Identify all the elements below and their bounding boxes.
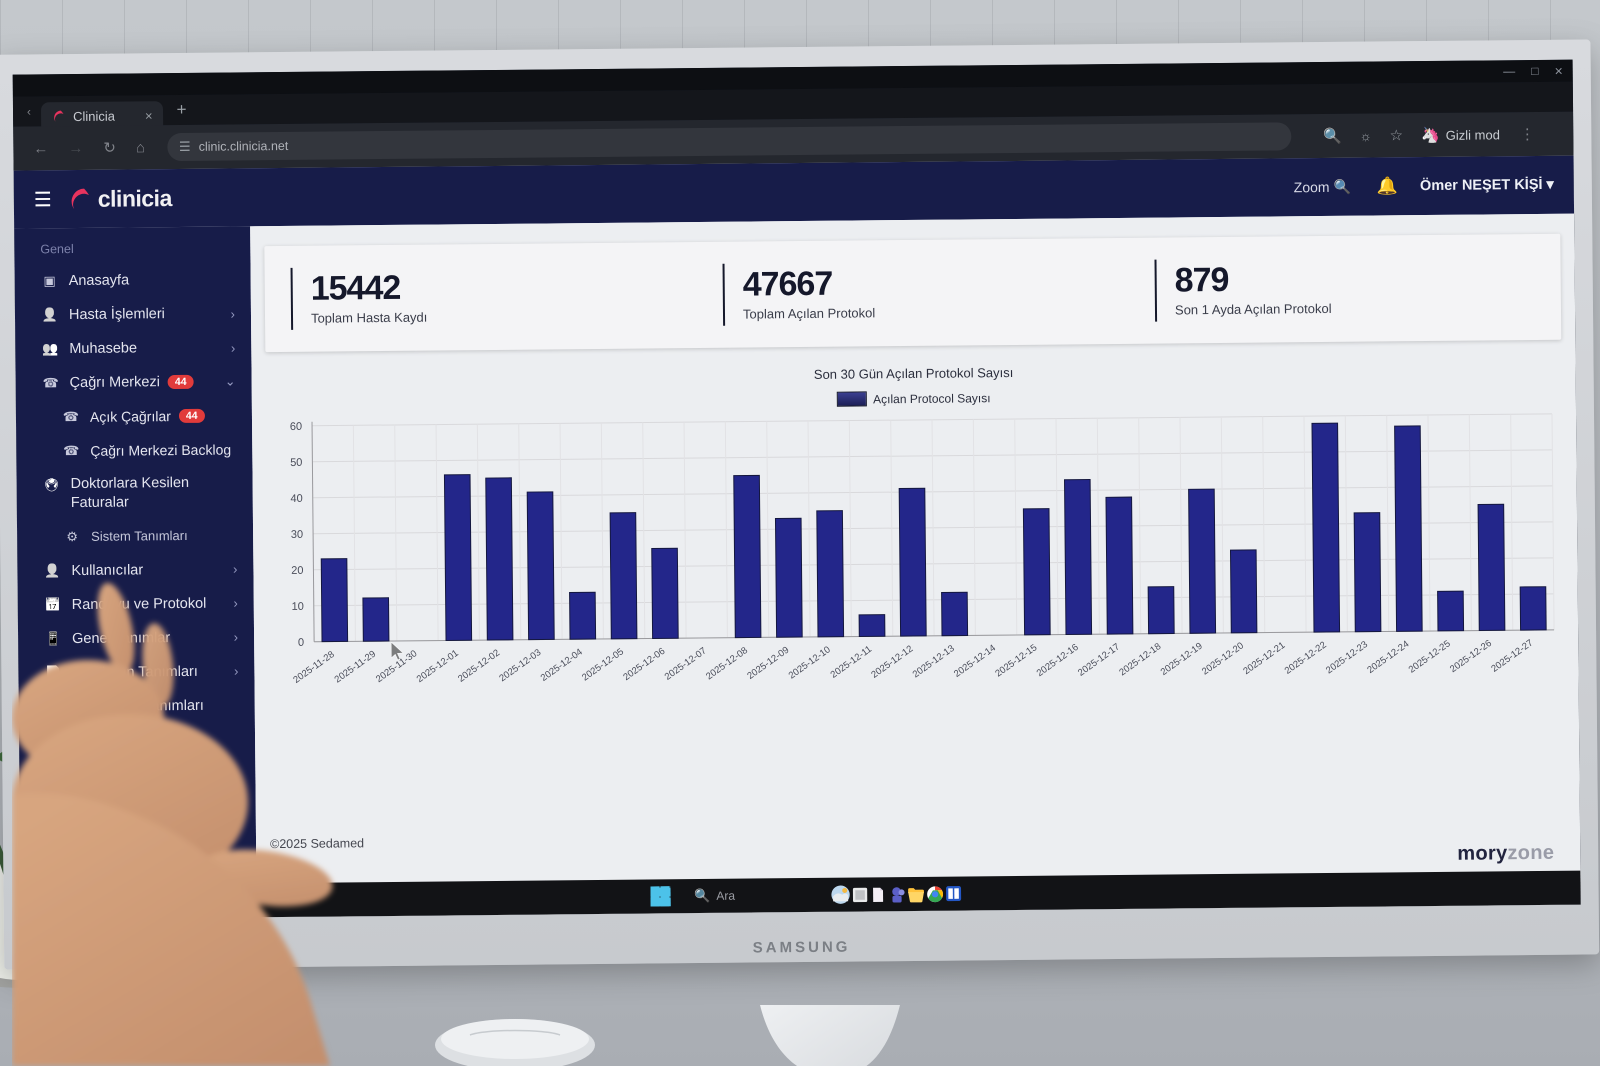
svg-text:2025-12-10: 2025-12-10 bbox=[787, 644, 833, 681]
svg-text:2025-11-28: 2025-11-28 bbox=[291, 649, 336, 686]
svg-text:2025-12-19: 2025-12-19 bbox=[1159, 641, 1205, 678]
svg-text:2025-12-05: 2025-12-05 bbox=[580, 646, 626, 683]
svg-text:2025-12-23: 2025-12-23 bbox=[1324, 639, 1370, 676]
svg-text:2025-12-17: 2025-12-17 bbox=[1076, 641, 1122, 678]
svg-text:2025-12-08: 2025-12-08 bbox=[704, 645, 750, 682]
svg-text:2025-12-15: 2025-12-15 bbox=[993, 642, 1039, 679]
svg-text:2025-12-22: 2025-12-22 bbox=[1283, 639, 1329, 676]
svg-text:2025-12-03: 2025-12-03 bbox=[497, 647, 543, 684]
svg-text:2025-12-04: 2025-12-04 bbox=[539, 647, 585, 684]
svg-text:2025-12-01: 2025-12-01 bbox=[415, 648, 461, 685]
svg-text:2025-12-11: 2025-12-11 bbox=[829, 644, 874, 681]
svg-text:2025-12-26: 2025-12-26 bbox=[1448, 638, 1494, 675]
svg-text:2025-12-12: 2025-12-12 bbox=[869, 643, 915, 680]
svg-text:2025-12-18: 2025-12-18 bbox=[1117, 641, 1163, 678]
svg-text:20: 20 bbox=[291, 565, 303, 577]
svg-text:2025-12-06: 2025-12-06 bbox=[621, 646, 667, 683]
svg-text:30: 30 bbox=[291, 529, 303, 541]
svg-text:2025-11-29: 2025-11-29 bbox=[333, 649, 378, 686]
svg-text:0: 0 bbox=[298, 637, 304, 649]
svg-text:40: 40 bbox=[290, 493, 302, 505]
svg-text:60: 60 bbox=[290, 421, 302, 433]
svg-text:50: 50 bbox=[290, 457, 302, 469]
svg-text:2025-12-21: 2025-12-21 bbox=[1241, 640, 1287, 677]
svg-text:2025-12-07: 2025-12-07 bbox=[663, 645, 709, 682]
svg-text:2025-12-09: 2025-12-09 bbox=[745, 645, 791, 682]
svg-text:2025-12-27: 2025-12-27 bbox=[1489, 638, 1535, 675]
svg-text:2025-12-24: 2025-12-24 bbox=[1365, 639, 1411, 676]
svg-text:10: 10 bbox=[291, 601, 303, 613]
svg-text:2025-12-14: 2025-12-14 bbox=[952, 643, 998, 680]
svg-text:2025-12-16: 2025-12-16 bbox=[1035, 642, 1081, 679]
svg-text:2025-12-02: 2025-12-02 bbox=[456, 647, 502, 684]
svg-text:2025-12-25: 2025-12-25 bbox=[1407, 638, 1453, 675]
svg-text:2025-12-20: 2025-12-20 bbox=[1200, 640, 1246, 677]
svg-text:2025-12-13: 2025-12-13 bbox=[911, 643, 957, 680]
